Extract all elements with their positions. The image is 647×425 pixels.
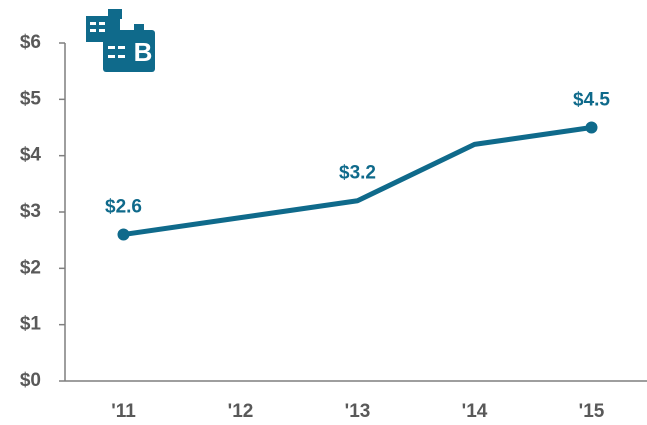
data-label: $3.2 (339, 163, 376, 184)
x-tick-label: '12 (228, 401, 254, 422)
y-tick-label: $6 (20, 32, 41, 53)
icon-building-top (108, 9, 122, 19)
icon-text: B (134, 37, 153, 67)
x-tick-label: '14 (462, 401, 488, 422)
y-tick-label: $0 (20, 370, 41, 391)
x-tick-label: '11 (111, 401, 136, 422)
point (117, 228, 130, 241)
icon: B (86, 9, 155, 72)
y-tick-label: $1 (20, 314, 42, 335)
icon-block (103, 30, 155, 72)
x-tick-label: '13 (345, 401, 371, 422)
point (585, 121, 598, 134)
y-tick-label: $5 (20, 88, 42, 109)
y-tick-label: $4 (20, 145, 42, 166)
data-label: $2.6 (105, 197, 142, 218)
icon-block-top (134, 24, 144, 32)
line (123, 125, 592, 238)
icon-windows (90, 22, 125, 58)
y-tick-label: $3 (20, 201, 41, 222)
x-tick-label: '15 (579, 401, 605, 422)
data-label: $4.5 (573, 90, 610, 111)
y-tick-label: $2 (20, 257, 41, 278)
